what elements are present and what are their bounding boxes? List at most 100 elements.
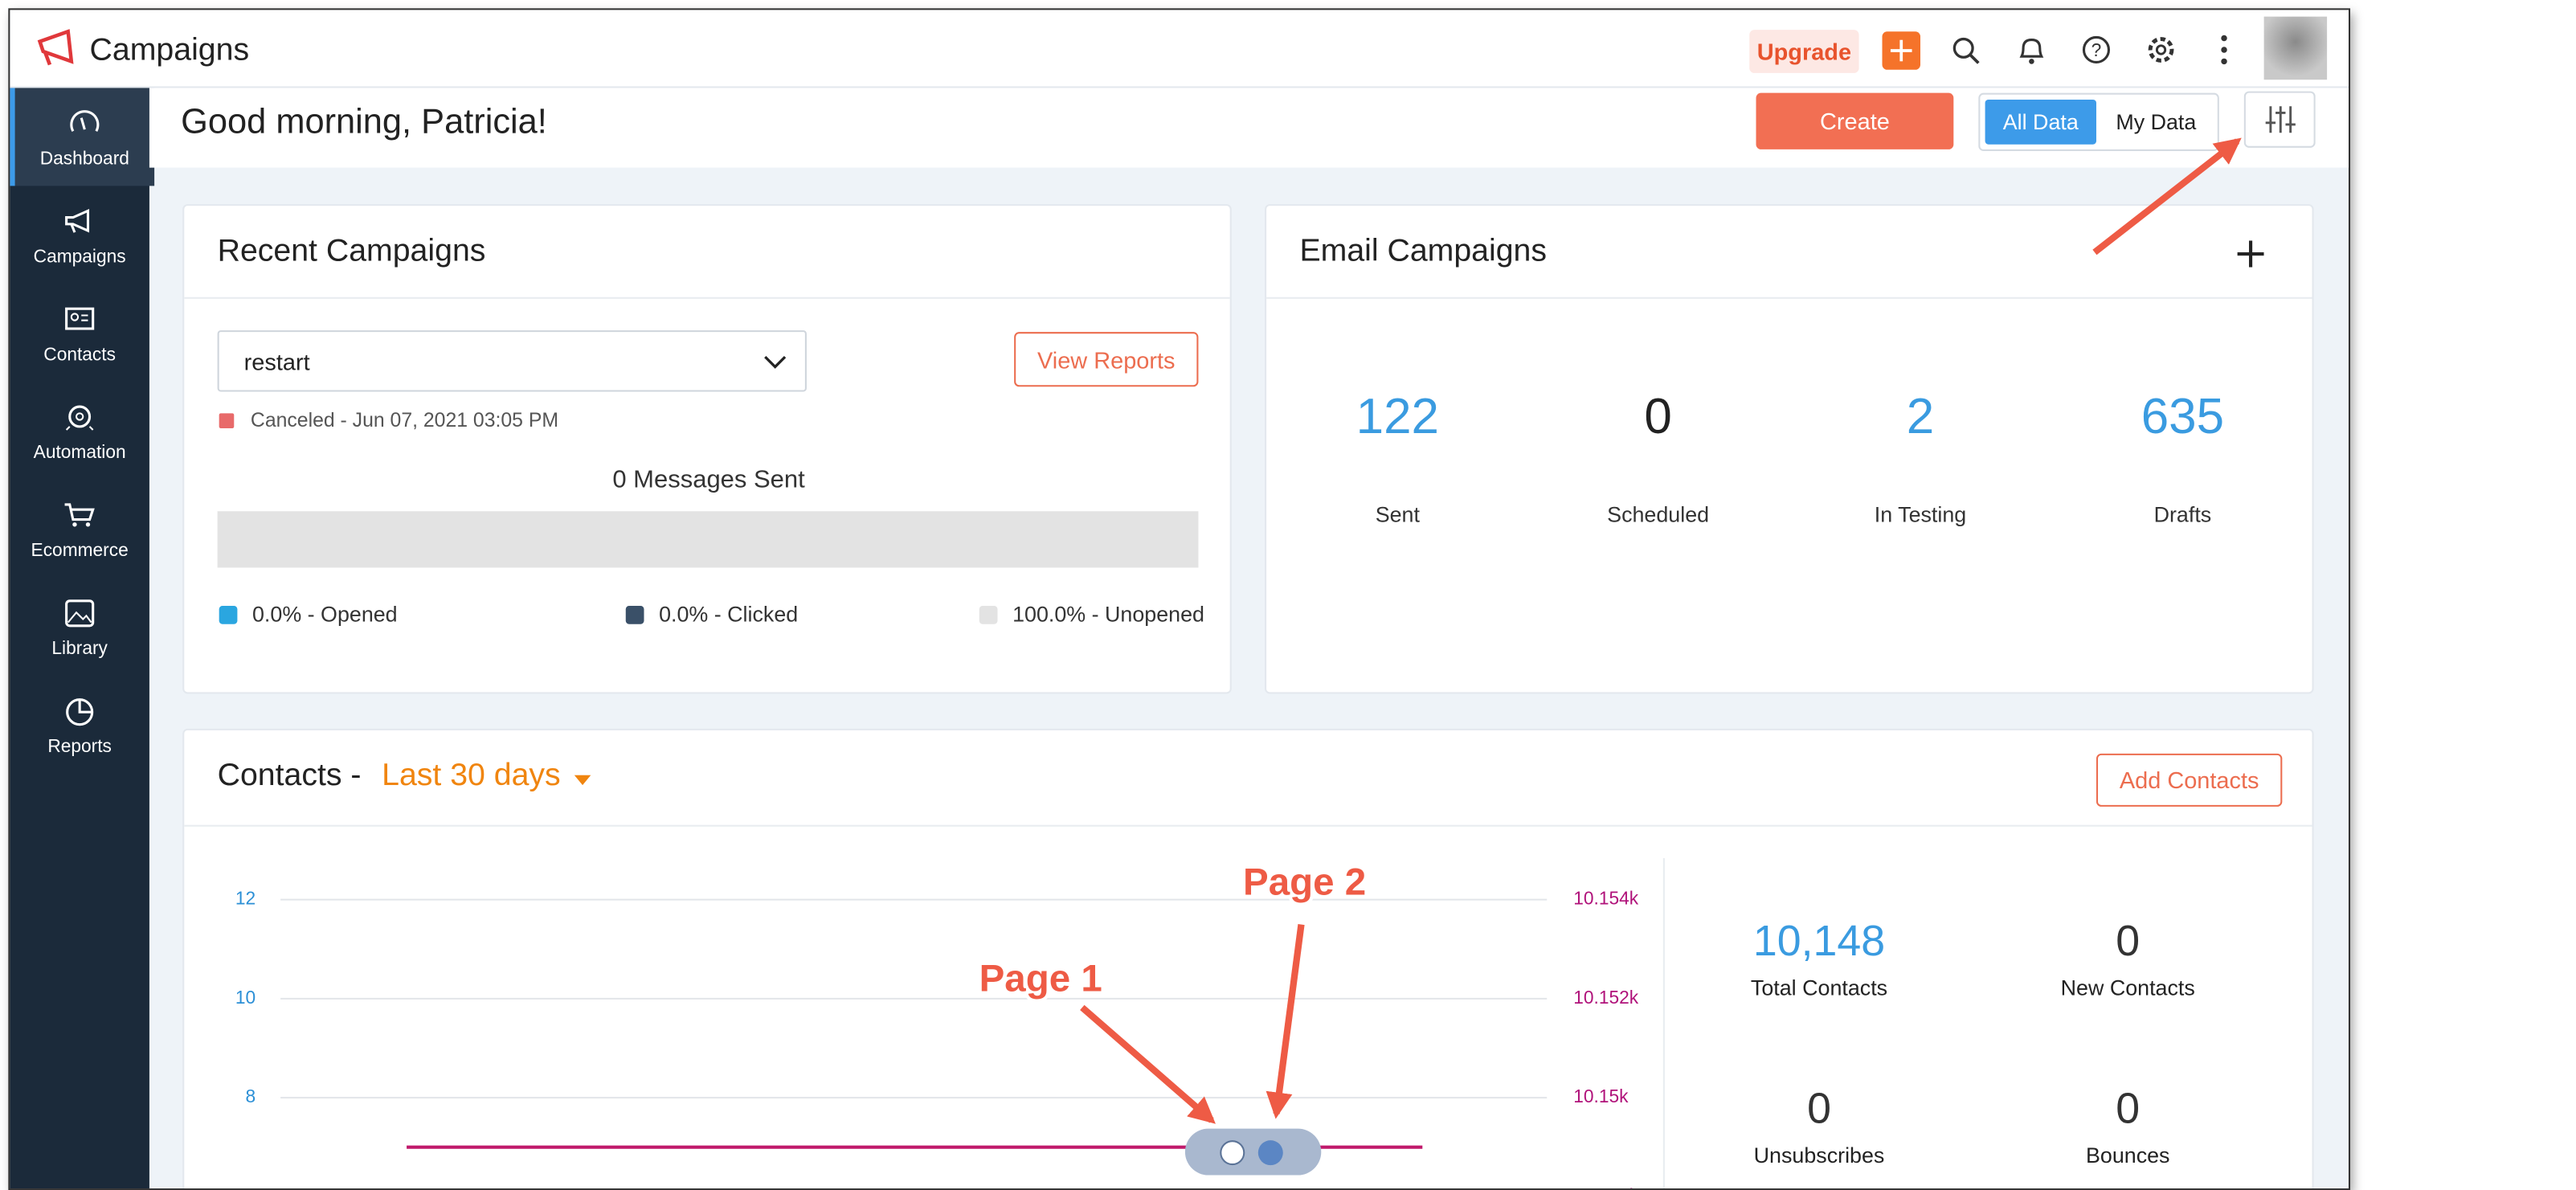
nav-label: Reports (47, 737, 112, 757)
nav-label: Dashboard (39, 149, 129, 170)
divider (184, 296, 1230, 299)
all-data-button[interactable]: All Data (1985, 99, 2096, 145)
arrow (1080, 1004, 1216, 1124)
divider (1266, 296, 2312, 299)
nav-label: Contacts (43, 345, 116, 366)
y-tick-label: 12 (235, 888, 256, 909)
recent-campaigns-card: Recent Campaigns restart View Reports Ca… (182, 204, 1232, 694)
divider (1662, 857, 1665, 1189)
bell-icon[interactable] (2017, 35, 2046, 66)
y2-tick-label: 10.154k (1573, 888, 1638, 909)
period-select[interactable]: Last 30 days (382, 759, 561, 794)
stat-label: Scheduled (1607, 501, 1710, 527)
more-icon[interactable] (2218, 33, 2231, 66)
y-tick-label: 8 (245, 1086, 256, 1106)
logo (37, 29, 74, 66)
nav-item[interactable]: Ecommerce (10, 480, 149, 578)
annotation: Page 1 (979, 957, 1102, 1000)
y2-tick-label: 10.148k (1573, 1184, 1638, 1190)
contacts-chart: 6 8 10 12 10.148k 10.15k 10.152k 10.154k (235, 888, 1639, 1190)
legend-label: 0.0% - Clicked (659, 601, 799, 627)
messages-sent: 0 Messages Sent (612, 465, 805, 494)
my-data-button[interactable]: My Data (2116, 109, 2197, 135)
stat-value: 2 (1906, 390, 1935, 445)
pager-dot[interactable] (1220, 1140, 1245, 1166)
annotation: Page 2 (1243, 861, 1366, 904)
stat-value: 122 (1355, 390, 1440, 445)
legend-swatch (219, 605, 238, 624)
legend-label: 100.0% - Unopened (1012, 601, 1204, 627)
nav-item[interactable]: Reports (10, 676, 149, 774)
stat-value: 10,148 (1752, 915, 1886, 966)
stat-value: 0 (2116, 1082, 2141, 1133)
y2-tick-label: 10.152k (1573, 987, 1638, 1008)
email-campaigns-card: Email Campaigns 122 Sent 0 Scheduled 2 In Tes… (1265, 204, 2314, 694)
stat-value: 635 (2141, 390, 2225, 445)
card-title: Contacts - (217, 759, 362, 794)
sidebar: Dashboard Campaigns Contacts Automation Ecom… (10, 88, 155, 1189)
svg-text:?: ? (2091, 39, 2102, 60)
nav-label: Library (51, 639, 108, 660)
y-tick-label: 6 (245, 1184, 256, 1190)
chart-pager[interactable] (1184, 1128, 1322, 1176)
upgrade-button[interactable]: Upgrade (1749, 30, 1859, 73)
chevron (764, 355, 787, 369)
nav-label: Ecommerce (31, 541, 129, 562)
create-button[interactable]: Create (1756, 92, 1954, 149)
data-toggle: All Data My Data (1978, 92, 2219, 151)
nav-item[interactable]: Contacts (10, 284, 149, 382)
add-button[interactable] (1882, 31, 1921, 70)
divider (184, 824, 2312, 827)
card-title: Email Campaigns (1299, 234, 1548, 269)
nav-icon (70, 110, 100, 132)
stat-label: Total Contacts (1750, 975, 1888, 1000)
stat-value: 0 (1807, 1082, 1831, 1133)
legend-swatch (625, 605, 644, 624)
nav-icon (65, 599, 95, 628)
card-title: Recent Campaigns (217, 234, 486, 269)
app-window: Campaigns Upgrade ? Dashboard Campaigns Co… (8, 8, 2351, 1190)
nav-icon (65, 208, 90, 233)
nav-label: Automation (33, 443, 126, 464)
campaign-select[interactable]: restart (217, 330, 807, 392)
view-reports-button[interactable]: View Reports (1014, 332, 1199, 387)
pager-dot[interactable] (1257, 1140, 1283, 1166)
y-tick-label: 10 (235, 987, 256, 1008)
stat-label: Sent (1375, 501, 1420, 527)
caret[interactable] (574, 775, 591, 786)
nav-icon (64, 503, 95, 527)
nav-icon (66, 698, 94, 726)
top-bar: Campaigns Upgrade ? (10, 10, 2349, 88)
status-text: Canceled - Jun 07, 2021 03:05 PM (250, 408, 559, 432)
progress-bar (217, 511, 1199, 568)
legend-label: 0.0% - Opened (251, 601, 398, 627)
select-value: restart (243, 348, 310, 375)
app-name: Campaigns (89, 33, 250, 68)
nav-item[interactable]: Automation (10, 382, 149, 480)
settings-icon[interactable] (2146, 35, 2176, 64)
add-contacts-button[interactable]: Add Contacts (2096, 753, 2283, 807)
stat-label: Bounces (2085, 1143, 2170, 1168)
nav-item[interactable]: Campaigns (10, 186, 149, 284)
nav-item[interactable]: Library (10, 578, 149, 676)
stat-label: Drafts (2153, 501, 2212, 527)
greeting: Good morning, Patricia! (181, 103, 547, 141)
nav-item[interactable]: Dashboard (10, 88, 155, 186)
stat-value: 0 (2116, 915, 2141, 966)
nav-icon (65, 307, 95, 330)
avatar[interactable] (2263, 16, 2328, 80)
stat-label: New Contacts (2060, 975, 2195, 1000)
legend-swatch (979, 605, 998, 624)
help-icon[interactable]: ? (2081, 35, 2111, 64)
stat-value: 0 (1644, 390, 1672, 445)
contacts-card: Contacts - Last 30 days Add Contacts 6 8 1… (182, 728, 2314, 1190)
search-icon[interactable] (1952, 36, 1981, 66)
status-marker (219, 413, 235, 428)
add-icon[interactable] (2237, 240, 2264, 268)
nav-label: Campaigns (33, 247, 126, 268)
customize-button[interactable] (2243, 91, 2316, 148)
stat-label: In Testing (1874, 501, 1967, 527)
